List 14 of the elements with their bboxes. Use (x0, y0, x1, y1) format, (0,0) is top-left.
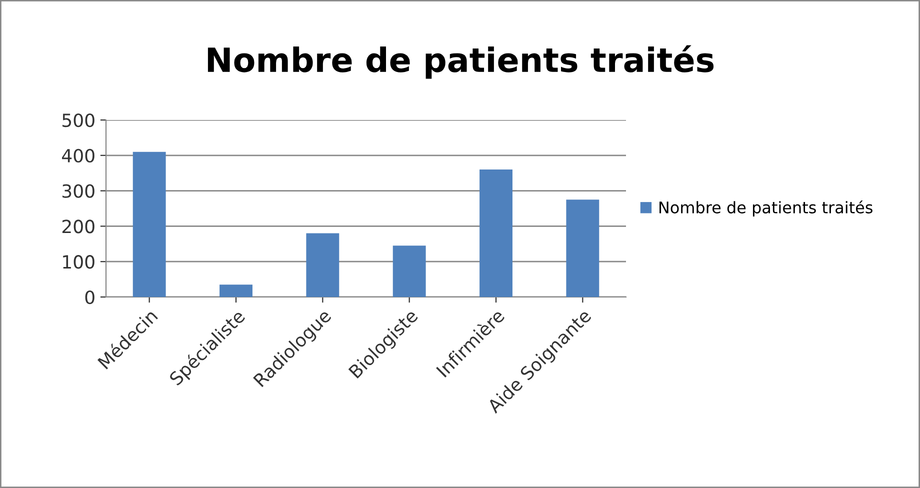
y-tick-label: 0 (85, 290, 94, 304)
bar (132, 152, 166, 297)
y-tick-label: 500 (62, 113, 94, 128)
y-tick-label: 400 (62, 148, 94, 163)
bar (220, 284, 252, 297)
chart-title: Nombre de patients traités (208, 45, 714, 79)
legend-label: Nombre de patients traités (660, 200, 872, 217)
bar (480, 170, 512, 297)
bar (566, 200, 600, 297)
bar (306, 233, 340, 297)
y-tick-label: 100 (63, 255, 94, 269)
y-tick-label: 200 (62, 220, 94, 234)
bar (392, 246, 426, 297)
y-tick-label: 300 (62, 184, 94, 198)
